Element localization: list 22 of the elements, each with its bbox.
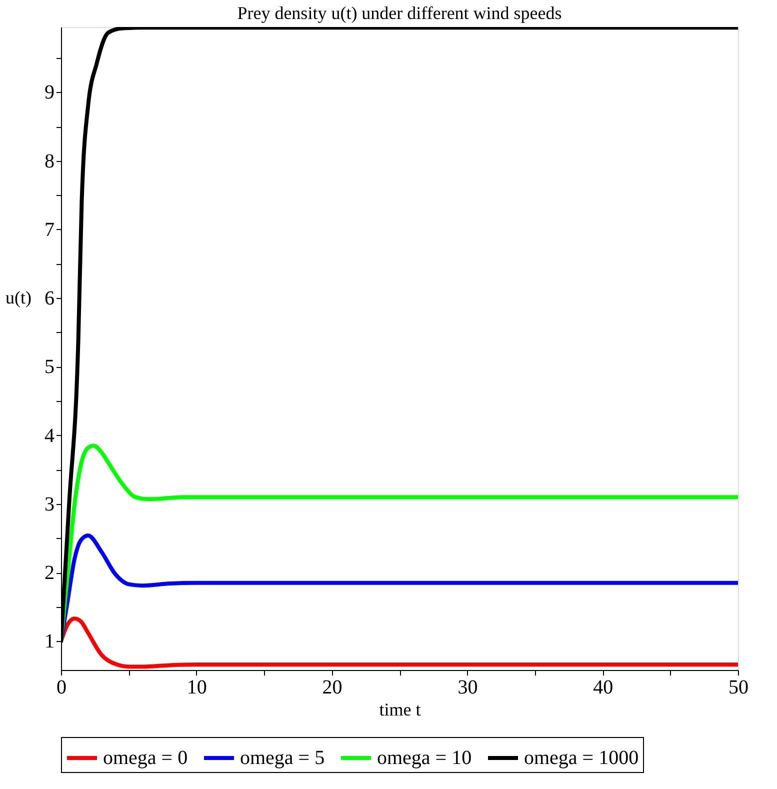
y-tick-label: 7 xyxy=(44,218,54,241)
y-tick-label: 5 xyxy=(44,356,54,378)
x-tick-label: 50 xyxy=(728,676,748,698)
x-axis-title: time t xyxy=(379,700,421,720)
y-tick-label: 8 xyxy=(44,150,54,172)
x-tick-label: 0 xyxy=(56,676,66,698)
y-tick-label: 3 xyxy=(44,493,54,516)
chart-title: Prey density u(t) under different wind speeds xyxy=(237,3,562,23)
y-tick-label: 2 xyxy=(44,562,54,584)
y-tick-label: 6 xyxy=(44,288,54,310)
y-axis-title: u(t) xyxy=(6,288,32,308)
legend-label: omega = 1000 xyxy=(524,747,639,769)
y-tick-label: 9 xyxy=(44,82,54,104)
x-tick-label: 20 xyxy=(322,676,342,698)
x-tick-label: 30 xyxy=(458,676,478,698)
x-tick-label: 40 xyxy=(593,676,614,698)
x-tick-label: 10 xyxy=(186,676,207,698)
legend-label: omega = 10 xyxy=(377,747,472,769)
y-tick-label: 4 xyxy=(44,424,54,447)
legend-label: omega = 0 xyxy=(103,747,188,769)
legend-label: omega = 5 xyxy=(240,747,325,769)
y-tick-label: 1 xyxy=(44,630,54,653)
